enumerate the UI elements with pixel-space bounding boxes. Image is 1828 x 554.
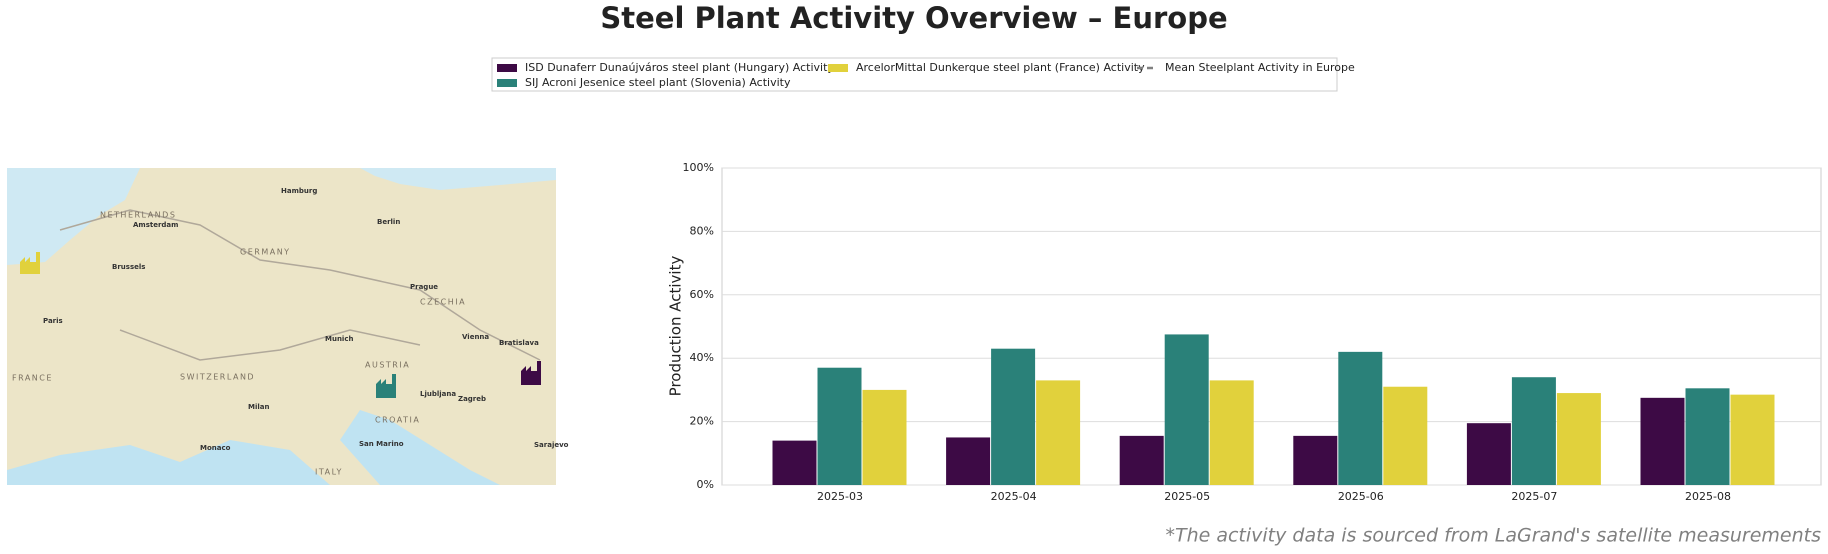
bar [1640, 397, 1685, 485]
bar [991, 348, 1036, 485]
bar [1338, 351, 1383, 485]
map-sea [360, 168, 556, 190]
y-tick-label: 100% [683, 161, 714, 174]
map-country-label: ITALY [315, 468, 343, 477]
bar [817, 367, 862, 485]
y-tick-label: 40% [690, 351, 714, 364]
plant-icon [521, 361, 541, 385]
plant-icon [20, 252, 40, 274]
bar [772, 440, 817, 485]
map-country-label: GERMANY [240, 248, 291, 257]
map-city-label: Prague [410, 283, 438, 291]
x-tick-label: 2025-06 [1338, 490, 1384, 503]
y-axis-label: Production Activity [667, 256, 685, 397]
map-city-label: Hamburg [281, 187, 317, 195]
legend-swatch [497, 64, 517, 72]
map-sea [7, 440, 330, 485]
y-tick-label: 80% [690, 224, 714, 237]
legend-box [491, 57, 1338, 92]
y-tick-label: 20% [690, 415, 714, 428]
bar [1164, 334, 1209, 485]
legend-swatch [497, 79, 517, 87]
map-country-label: CZECHIA [420, 298, 466, 307]
map-city-label: Zagreb [458, 395, 486, 403]
map-city-label: Berlin [377, 218, 400, 226]
y-tick-label: 0% [697, 478, 714, 491]
map-city-label: Vienna [462, 333, 489, 341]
x-tick-label: 2025-03 [817, 490, 863, 503]
bar [1730, 394, 1775, 485]
bar [1293, 435, 1338, 485]
map-country-label: AUSTRIA [365, 361, 410, 370]
map-city-label: Amsterdam [133, 221, 178, 229]
x-tick-label: 2025-07 [1511, 490, 1557, 503]
map [7, 168, 556, 485]
x-tick-label: 2025-04 [991, 490, 1037, 503]
map-country-label: NETHERLANDS [100, 211, 176, 220]
bar [1466, 423, 1511, 485]
map-city-label: Munich [325, 335, 353, 343]
plant-icon [376, 374, 396, 398]
map-city-label: San Marino [359, 440, 404, 448]
map-city-label: Bratislava [499, 339, 539, 347]
bar [946, 437, 991, 485]
map-country-label: CROATIA [375, 416, 420, 425]
chart-title: Steel Plant Activity Overview – Europe [600, 1, 1227, 35]
map-sea [340, 410, 500, 485]
map-city-label: Sarajevo [534, 441, 569, 449]
footnote: *The activity data is sourced from LaGra… [1165, 525, 1821, 547]
map-city-label: Monaco [200, 444, 231, 452]
bar [1511, 377, 1556, 485]
legend-label: ArcelorMittal Dunkerque steel plant (Fra… [856, 61, 1145, 74]
legend-label: Mean Steelplant Activity in Europe [1165, 61, 1355, 74]
legend-swatch [828, 64, 848, 72]
map-border [59, 209, 541, 361]
y-tick-label: 60% [690, 288, 714, 301]
map-country-label: SWITZERLAND [180, 373, 255, 382]
bar [1556, 393, 1601, 485]
map-city-label: Paris [43, 317, 63, 325]
legend-label: SIJ Acroni Jesenice steel plant (Sloveni… [525, 76, 791, 89]
bar [1209, 380, 1254, 485]
bar [1383, 386, 1428, 485]
map-city-label: Ljubljana [420, 390, 456, 398]
bar [862, 389, 907, 485]
x-tick-label: 2025-08 [1685, 490, 1731, 503]
map-land [7, 168, 556, 485]
map-sea [7, 168, 140, 265]
bar [1685, 388, 1730, 485]
bar [1119, 435, 1164, 485]
map-country-label: FRANCE [12, 374, 53, 383]
x-tick-label: 2025-05 [1164, 490, 1210, 503]
bar [1036, 380, 1081, 485]
legend-label: ISD Dunaferr Dunaújváros steel plant (Hu… [525, 61, 834, 74]
map-city-label: Brussels [112, 263, 145, 271]
map-city-label: Milan [248, 403, 269, 411]
